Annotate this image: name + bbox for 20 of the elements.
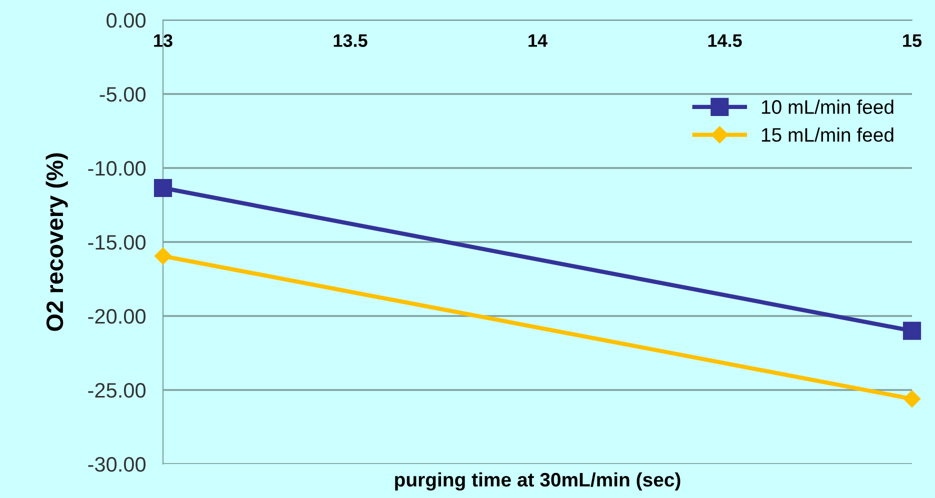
y-axis-title: O2 recovery (%) (46, 153, 68, 331)
y-tick-label: -30.00 (88, 457, 146, 472)
y-tick-label: -20.00 (88, 309, 146, 324)
y-tick-label: 0.00 (106, 13, 146, 28)
y-tick-label: -5.00 (100, 87, 146, 102)
point (903, 390, 921, 408)
x-tick-label: 14.5 (708, 34, 742, 47)
y-tick-label: -10.00 (88, 161, 146, 176)
legend-label: 15 mL/min feed (762, 128, 894, 142)
x-tick-label: 13.5 (334, 34, 368, 48)
x-axis-title: purging time at 30mL/min (sec) (395, 472, 680, 491)
point (154, 178, 172, 198)
legend-label: 10 mL/min feed (762, 100, 894, 114)
x-tick-label: 13 (154, 34, 172, 48)
y-tick-label: -25.00 (88, 383, 146, 398)
point (902, 322, 922, 340)
x-tick-label: 14 (528, 34, 548, 47)
point (154, 248, 172, 265)
x-tick-label: 15 (903, 34, 922, 47)
y-tick-label: -15.00 (88, 235, 146, 250)
